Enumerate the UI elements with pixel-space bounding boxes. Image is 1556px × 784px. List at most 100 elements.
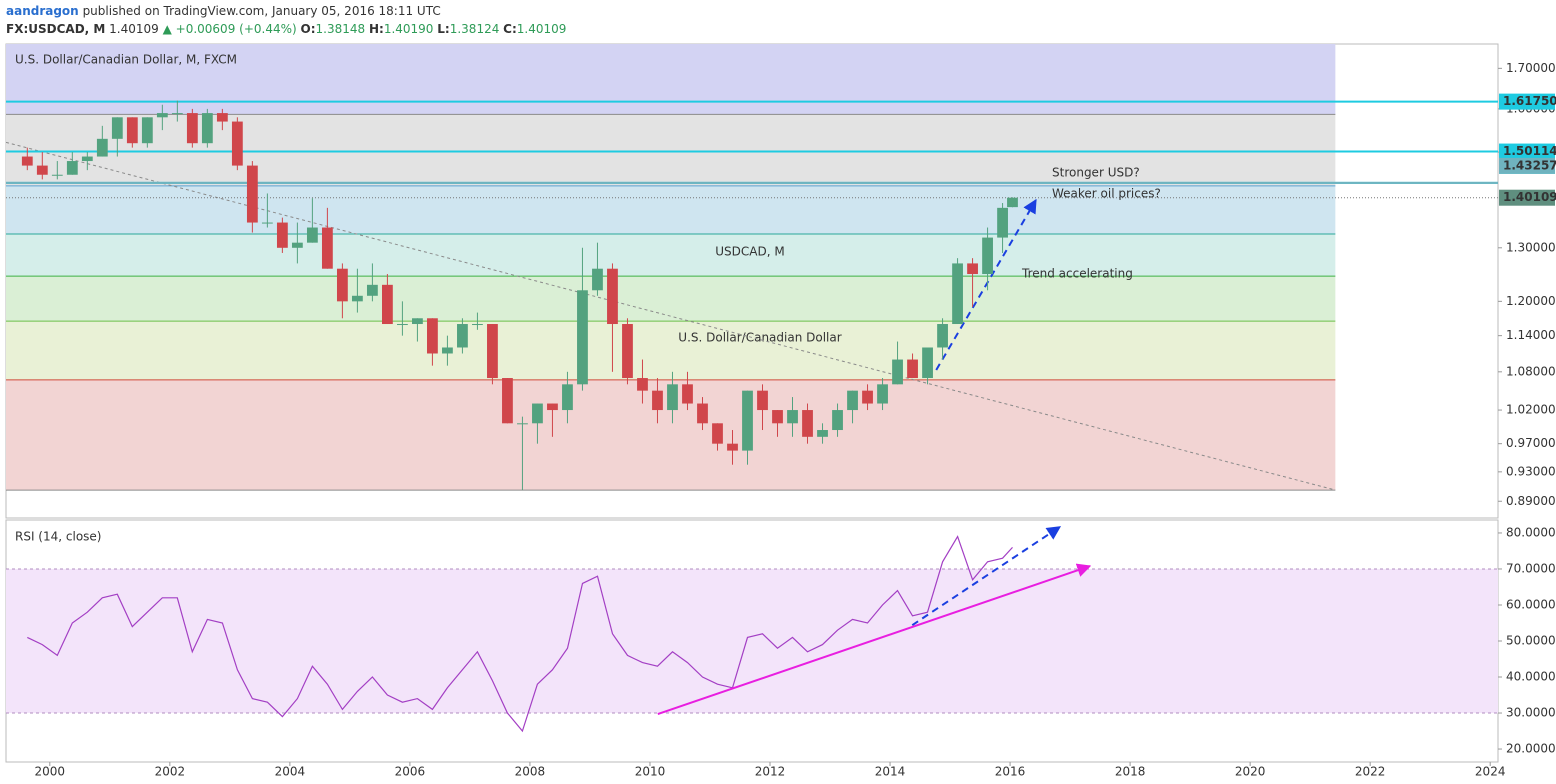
x-tick-label: 2002	[155, 765, 186, 779]
candle-body	[397, 324, 408, 326]
candle-body	[321, 227, 333, 269]
quote-value: 1.38148	[316, 22, 366, 36]
fib-zone	[6, 44, 1336, 115]
price-label-box	[1499, 143, 1555, 160]
candle-body	[186, 113, 198, 144]
pane-title: RSI (14, close)	[15, 530, 101, 544]
candle-body	[141, 117, 153, 144]
candle-body	[366, 284, 378, 296]
y-tick-label: 1.02000	[1506, 403, 1556, 417]
candle-body	[562, 384, 573, 411]
candle-body	[412, 318, 423, 325]
annotation: Stronger USD?	[1052, 166, 1140, 180]
change: ▲ +0.00609 (+0.44%)	[163, 22, 297, 36]
candle-body	[667, 384, 678, 411]
y-tick-label: 1.14000	[1506, 328, 1556, 342]
candle-body	[382, 284, 393, 325]
candle-body	[802, 410, 813, 437]
candle-body	[997, 207, 1008, 238]
rsi-band	[6, 568, 1498, 714]
annotation: Trend accelerating	[1021, 267, 1133, 281]
last-price: 1.40109	[109, 22, 159, 36]
y-tick-label: 70.0000	[1506, 561, 1556, 575]
y-tick-label: 1.70000	[1506, 61, 1556, 75]
candle-body	[1007, 197, 1018, 208]
candle-body	[21, 156, 33, 166]
fib-zone	[6, 234, 1336, 277]
candle-body	[982, 237, 993, 275]
candle-body	[111, 117, 123, 139]
candle-body	[231, 121, 243, 166]
candle-body	[246, 165, 258, 223]
price-plot: USDCAD, M U.S. Dollar/Canadian Dollar Stro…	[6, 44, 1498, 491]
drawing-line	[6, 141, 1336, 491]
drawing-line	[935, 198, 1037, 371]
y-tick-label: 0.93000	[1506, 464, 1556, 478]
candle-body	[96, 138, 108, 157]
quote-value: 1.40190	[384, 22, 434, 36]
quote-line: FX:USDCAD, M 1.40109 ▲ +0.00609 (+0.44%)…	[6, 22, 566, 36]
candle-body	[306, 227, 318, 243]
y-tick-label: 1.08000	[1506, 364, 1556, 378]
candle-body	[937, 324, 948, 348]
y-tick-label: 1.30000	[1506, 240, 1556, 254]
y-tick-label: 50.0000	[1506, 634, 1556, 648]
x-tick-label: 2012	[755, 765, 786, 779]
candle-body	[787, 410, 798, 424]
candle-body	[877, 384, 888, 404]
symbol: FX:USDCAD, M	[6, 22, 105, 36]
candle-body	[66, 161, 78, 175]
fib-zone	[6, 114, 1336, 186]
candle-body	[517, 423, 528, 425]
candle-body	[952, 263, 963, 325]
candle-body	[907, 359, 918, 379]
x-tick-label: 2006	[395, 765, 426, 779]
candle-body	[81, 156, 93, 162]
pane-title: U.S. Dollar/Canadian Dollar, M, FXCM	[15, 53, 237, 67]
x-tick-label: 2018	[1115, 765, 1146, 779]
fib-zone	[6, 185, 1336, 235]
candle-body	[336, 268, 348, 302]
price-label: 1.50114	[1503, 144, 1556, 158]
x-tick-label: 2016	[995, 765, 1026, 779]
candle-body	[171, 113, 183, 115]
candle-body	[261, 222, 273, 224]
fib-zone	[6, 276, 1336, 322]
candle-body	[201, 113, 213, 144]
price-label-box	[1499, 93, 1555, 110]
candle-body	[607, 268, 618, 325]
x-tick-label: 2000	[35, 765, 66, 779]
candle-body	[892, 359, 903, 385]
candle-body	[967, 263, 978, 275]
candle-body	[427, 318, 438, 354]
candle-body	[682, 384, 693, 404]
candle-body	[712, 423, 723, 444]
watermark: U.S. Dollar/Canadian Dollar	[678, 331, 841, 345]
candle-body	[547, 403, 558, 411]
x-tick-label: 2022	[1355, 765, 1386, 779]
price-label: 1.61750	[1503, 94, 1556, 108]
candle-body	[472, 324, 483, 326]
x-tick-label: 2014	[875, 765, 906, 779]
price-label: 1.43257	[1503, 158, 1556, 172]
x-tick-label: 2004	[275, 765, 306, 779]
candle-body	[51, 174, 63, 176]
candle-body	[156, 113, 168, 118]
header-line: aandragon published on TradingView.com, …	[6, 4, 441, 18]
quote-value: 1.38124	[450, 22, 500, 36]
candle-body	[772, 410, 783, 424]
candle-body	[742, 390, 753, 451]
candle-body	[216, 113, 228, 122]
y-tick-label: 60.0000	[1506, 597, 1556, 611]
y-tick-label: 30.0000	[1506, 706, 1556, 720]
candle-body	[126, 117, 138, 144]
fib-zone	[6, 321, 1336, 380]
price-label-box	[1499, 189, 1555, 206]
candle-body	[862, 390, 873, 404]
axes: 1.700001.600001.500001.300001.200001.140…	[35, 61, 1556, 779]
candle-body	[276, 222, 288, 248]
published: published on TradingView.com, January 05…	[83, 4, 441, 18]
candle-body	[727, 443, 738, 451]
y-tick-label: 20.0000	[1506, 742, 1556, 756]
